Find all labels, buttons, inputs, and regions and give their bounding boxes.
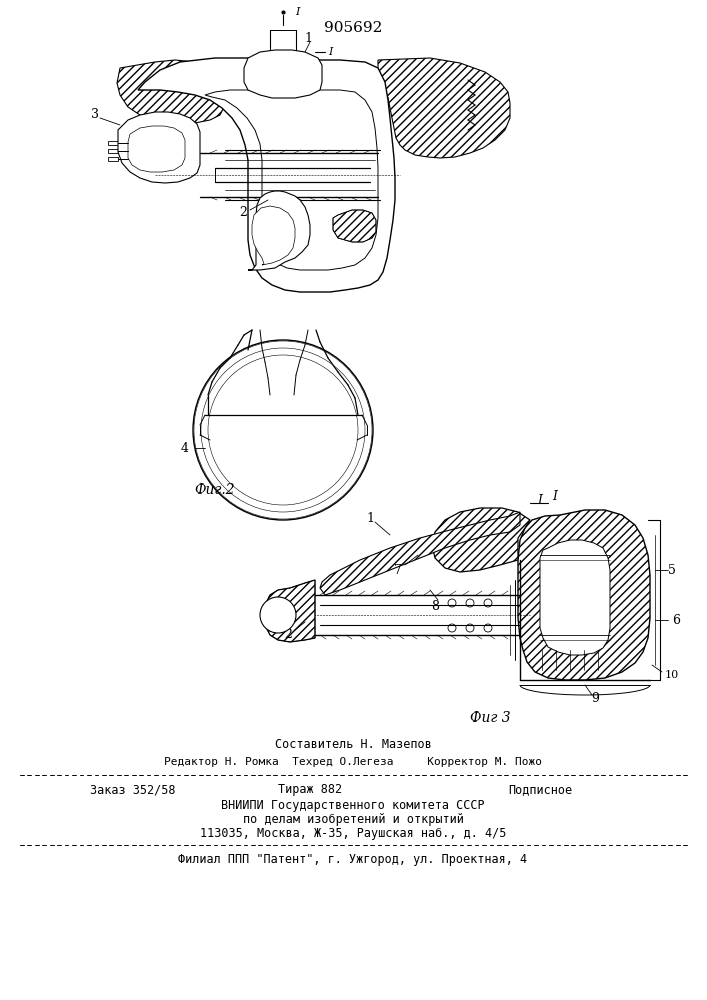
Polygon shape (117, 60, 225, 123)
Text: 6: 6 (672, 613, 680, 626)
Text: 4: 4 (181, 442, 189, 454)
Circle shape (448, 624, 456, 632)
Circle shape (466, 599, 474, 607)
Circle shape (466, 624, 474, 632)
Text: Фиг 3: Фиг 3 (469, 711, 510, 725)
Circle shape (260, 597, 296, 633)
Text: 5: 5 (668, 564, 676, 576)
Polygon shape (248, 191, 310, 270)
Circle shape (484, 599, 492, 607)
Circle shape (193, 340, 373, 520)
Text: Филиал ППП "Патент", г. Ужгород, ул. Проектная, 4: Филиал ППП "Патент", г. Ужгород, ул. Про… (178, 854, 527, 866)
Polygon shape (266, 580, 315, 642)
Text: Подписное: Подписное (508, 784, 572, 796)
Bar (540, 610, 610, 625)
Circle shape (448, 599, 456, 607)
Polygon shape (128, 126, 185, 172)
Bar (108, 149, 118, 153)
Polygon shape (205, 90, 378, 270)
Bar (540, 585, 610, 600)
Bar (108, 141, 118, 145)
Text: Составитель Н. Мазепов: Составитель Н. Мазепов (274, 738, 431, 752)
Text: 113035, Москва, Ж-35, Раушская наб., д. 4/5: 113035, Москва, Ж-35, Раушская наб., д. … (200, 826, 506, 840)
Polygon shape (540, 540, 610, 655)
Polygon shape (432, 508, 530, 572)
Text: I: I (295, 7, 299, 17)
Polygon shape (518, 510, 650, 680)
Polygon shape (244, 50, 322, 98)
Polygon shape (378, 58, 510, 158)
Text: 3: 3 (91, 108, 99, 121)
Polygon shape (138, 58, 395, 292)
Text: Тираж 882: Тираж 882 (278, 784, 342, 796)
Text: по делам изобретений и открытий: по делам изобретений и открытий (243, 812, 463, 826)
Bar (108, 157, 118, 161)
Text: 8: 8 (431, 600, 439, 613)
Text: Заказ 352/58: Заказ 352/58 (90, 784, 175, 796)
Text: 2: 2 (239, 207, 247, 220)
Text: I: I (552, 490, 558, 504)
Bar (540, 560, 610, 575)
Polygon shape (118, 112, 200, 183)
Text: 2: 2 (284, 629, 292, 642)
Text: 10: 10 (665, 670, 679, 680)
Text: I: I (328, 47, 332, 57)
Text: ВНИИПИ Государственного комитета СССР: ВНИИПИ Государственного комитета СССР (221, 798, 485, 812)
Text: 7: 7 (394, 564, 402, 576)
Circle shape (484, 624, 492, 632)
Text: 9: 9 (591, 692, 599, 704)
Bar (540, 635, 610, 650)
Polygon shape (320, 512, 520, 595)
Polygon shape (333, 210, 376, 242)
Text: 1: 1 (304, 31, 312, 44)
Polygon shape (252, 206, 295, 265)
Text: Фиг.2: Фиг.2 (194, 483, 235, 497)
Text: 905692: 905692 (324, 21, 382, 35)
Text: Редактор Н. Ромка  Техред О.Легеза     Корректор М. Пожо: Редактор Н. Ромка Техред О.Легеза Коррек… (164, 757, 542, 767)
Text: I: I (537, 493, 542, 506)
Text: 1: 1 (366, 512, 374, 524)
